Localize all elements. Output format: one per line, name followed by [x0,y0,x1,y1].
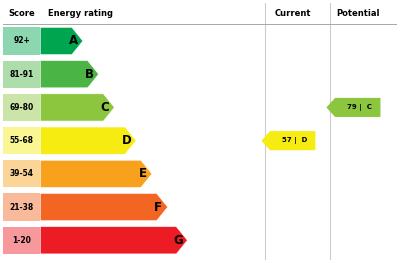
Bar [3,160,40,188]
Text: 92+: 92+ [13,37,30,45]
Text: 39-54: 39-54 [10,169,34,178]
Polygon shape [40,194,168,221]
Text: Energy rating: Energy rating [48,9,113,18]
Bar [3,227,40,254]
Text: A: A [69,34,78,48]
Text: Potential: Potential [336,9,380,18]
Text: E: E [138,167,146,180]
Bar [3,27,40,55]
Text: F: F [154,201,162,214]
Polygon shape [40,60,99,88]
Polygon shape [261,131,315,150]
Text: D: D [122,134,132,147]
Bar [3,94,40,121]
Text: Score: Score [8,9,35,18]
Polygon shape [40,127,136,154]
Text: Current: Current [274,9,311,18]
Polygon shape [326,98,380,117]
Polygon shape [40,94,114,121]
Text: 69-80: 69-80 [9,103,34,112]
Text: 79 |  C: 79 | C [347,104,372,111]
Polygon shape [40,160,152,188]
Bar [3,60,40,88]
Text: 21-38: 21-38 [9,203,34,211]
Text: 57 |  D: 57 | D [282,137,307,144]
Bar [3,194,40,221]
Text: 1-20: 1-20 [12,236,31,245]
Text: 55-68: 55-68 [10,136,34,145]
Polygon shape [40,27,83,55]
Polygon shape [40,227,187,254]
Text: 81-91: 81-91 [9,70,34,79]
Text: G: G [173,234,183,247]
Bar [3,127,40,154]
Text: C: C [101,101,109,114]
Text: B: B [85,68,94,81]
